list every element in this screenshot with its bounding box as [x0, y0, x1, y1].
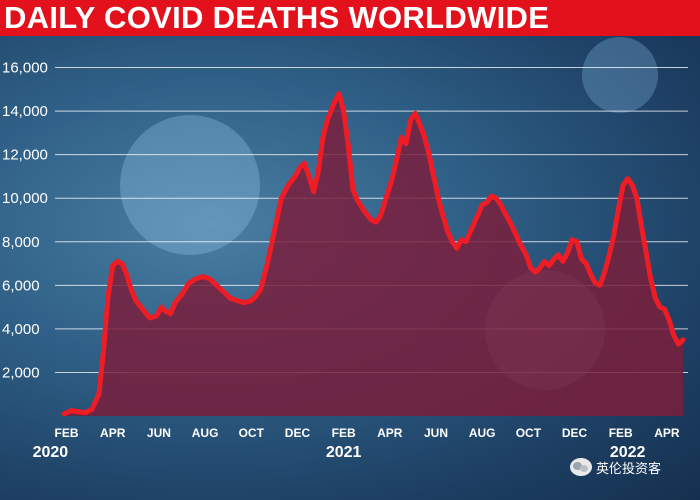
- virus-illustration-3: [582, 37, 658, 113]
- wechat-icon: [570, 458, 592, 476]
- y-tick-label: 4,000: [2, 321, 40, 338]
- x-tick-label: JUN: [424, 426, 448, 440]
- title-banner: DAILY COVID DEATHS WORLDWIDE: [0, 0, 700, 36]
- year-label: 2022: [610, 444, 646, 461]
- x-tick-label: FEB: [55, 426, 79, 440]
- year-label: 2020: [33, 444, 69, 461]
- x-axis-ticks: FEB APR JUN AUG OCT DEC FEB APR JUN AUG OCT DEC FEB A…: [55, 426, 680, 440]
- x-tick-label: JUN: [147, 426, 171, 440]
- y-axis-ticks: 2,000 4,000 6,000 8,000 10,000 12,000 14,000 16…: [2, 60, 48, 382]
- x-tick-label: DEC: [562, 426, 588, 440]
- series-area: [64, 93, 684, 416]
- y-tick-label: 16,000: [2, 60, 48, 77]
- year-labels: 2020 2021 2022: [33, 444, 646, 461]
- x-tick-label: FEB: [609, 426, 633, 440]
- year-label: 2021: [326, 444, 362, 461]
- x-tick-label: OCT: [516, 426, 542, 440]
- y-tick-label: 10,000: [2, 190, 48, 207]
- watermark-text: 英伦投资客: [596, 461, 662, 477]
- x-tick-label: AUG: [469, 426, 496, 440]
- x-tick-label: APR: [377, 426, 403, 440]
- y-tick-label: 2,000: [2, 364, 40, 381]
- x-tick-label: DEC: [285, 426, 311, 440]
- x-tick-label: AUG: [192, 426, 219, 440]
- x-tick-label: OCT: [239, 426, 265, 440]
- y-tick-label: 8,000: [2, 234, 40, 251]
- x-tick-label: APR: [100, 426, 126, 440]
- x-tick-label: FEB: [332, 426, 356, 440]
- x-tick-label: APR: [654, 426, 680, 440]
- y-tick-label: 12,000: [2, 147, 48, 164]
- y-tick-label: 14,000: [2, 103, 48, 120]
- y-tick-label: 6,000: [2, 277, 40, 294]
- series-line: [61, 91, 686, 417]
- virus-illustration-1: [120, 115, 260, 255]
- watermark: 英伦投资客: [570, 456, 661, 478]
- chart-title: DAILY COVID DEATHS WORLDWIDE: [4, 0, 550, 35]
